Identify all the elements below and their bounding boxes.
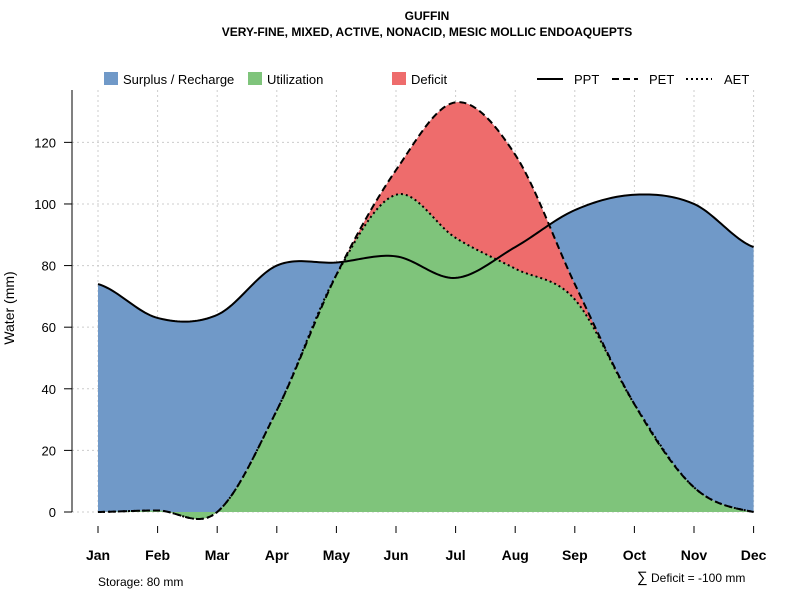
legend-label-surplus: Surplus / Recharge (123, 72, 234, 87)
legend-swatch-surplus (104, 72, 118, 85)
chart-subtitle: VERY-FINE, MIXED, ACTIVE, NONACID, MESIC… (222, 25, 632, 39)
x-tick-label-may: May (323, 547, 350, 563)
x-tick-label-feb: Feb (145, 547, 170, 563)
legend: Surplus / Recharge Utilization Deficit P… (104, 72, 749, 87)
legend-swatch-utilization (248, 72, 262, 85)
deficit-sum-symbol: ∑ (637, 569, 648, 586)
x-tick-label-apr: Apr (265, 547, 290, 563)
legend-label-pet: PET (649, 72, 674, 87)
chart-title: GUFFIN (405, 9, 450, 23)
aet-line (97, 193, 754, 521)
legend-label-aet: AET (724, 72, 749, 87)
areas (98, 102, 754, 520)
ppt-line (97, 193, 754, 323)
y-tick-label-40: 40 (42, 382, 56, 397)
y-axis-label: Water (mm) (1, 271, 17, 344)
x-tick-label-dec: Dec (741, 547, 767, 563)
legend-label-ppt: PPT (574, 72, 599, 87)
x-tick-label-jan: Jan (86, 547, 110, 563)
y-tick-label-20: 20 (42, 443, 56, 458)
y-tick-label-100: 100 (34, 197, 56, 212)
utilization-area (98, 194, 754, 520)
y-tick-label-0: 0 (49, 505, 56, 520)
axes: 0 20 40 60 80 100 120 Jan Feb Mar Apr May Jun Jul Aug S… (34, 90, 767, 563)
y-tick-label-60: 60 (42, 320, 56, 335)
legend-label-deficit: Deficit (411, 72, 448, 87)
x-tick-label-mar: Mar (205, 547, 230, 563)
x-tick-label-sep: Sep (562, 547, 588, 563)
legend-swatch-deficit (392, 72, 406, 85)
x-tick-label-nov: Nov (681, 547, 708, 563)
series-lines (97, 101, 754, 521)
legend-label-utilization: Utilization (267, 72, 323, 87)
x-tick-label-aug: Aug (502, 547, 529, 563)
x-tick-label-jun: Jun (384, 547, 409, 563)
x-tick-label-oct: Oct (623, 547, 647, 563)
y-tick-label-120: 120 (34, 135, 56, 150)
y-tick-label-80: 80 (42, 259, 56, 274)
deficit-total-note: Deficit = -100 mm (651, 571, 745, 585)
x-tick-label-jul: Jul (445, 547, 465, 563)
storage-note: Storage: 80 mm (98, 575, 183, 589)
